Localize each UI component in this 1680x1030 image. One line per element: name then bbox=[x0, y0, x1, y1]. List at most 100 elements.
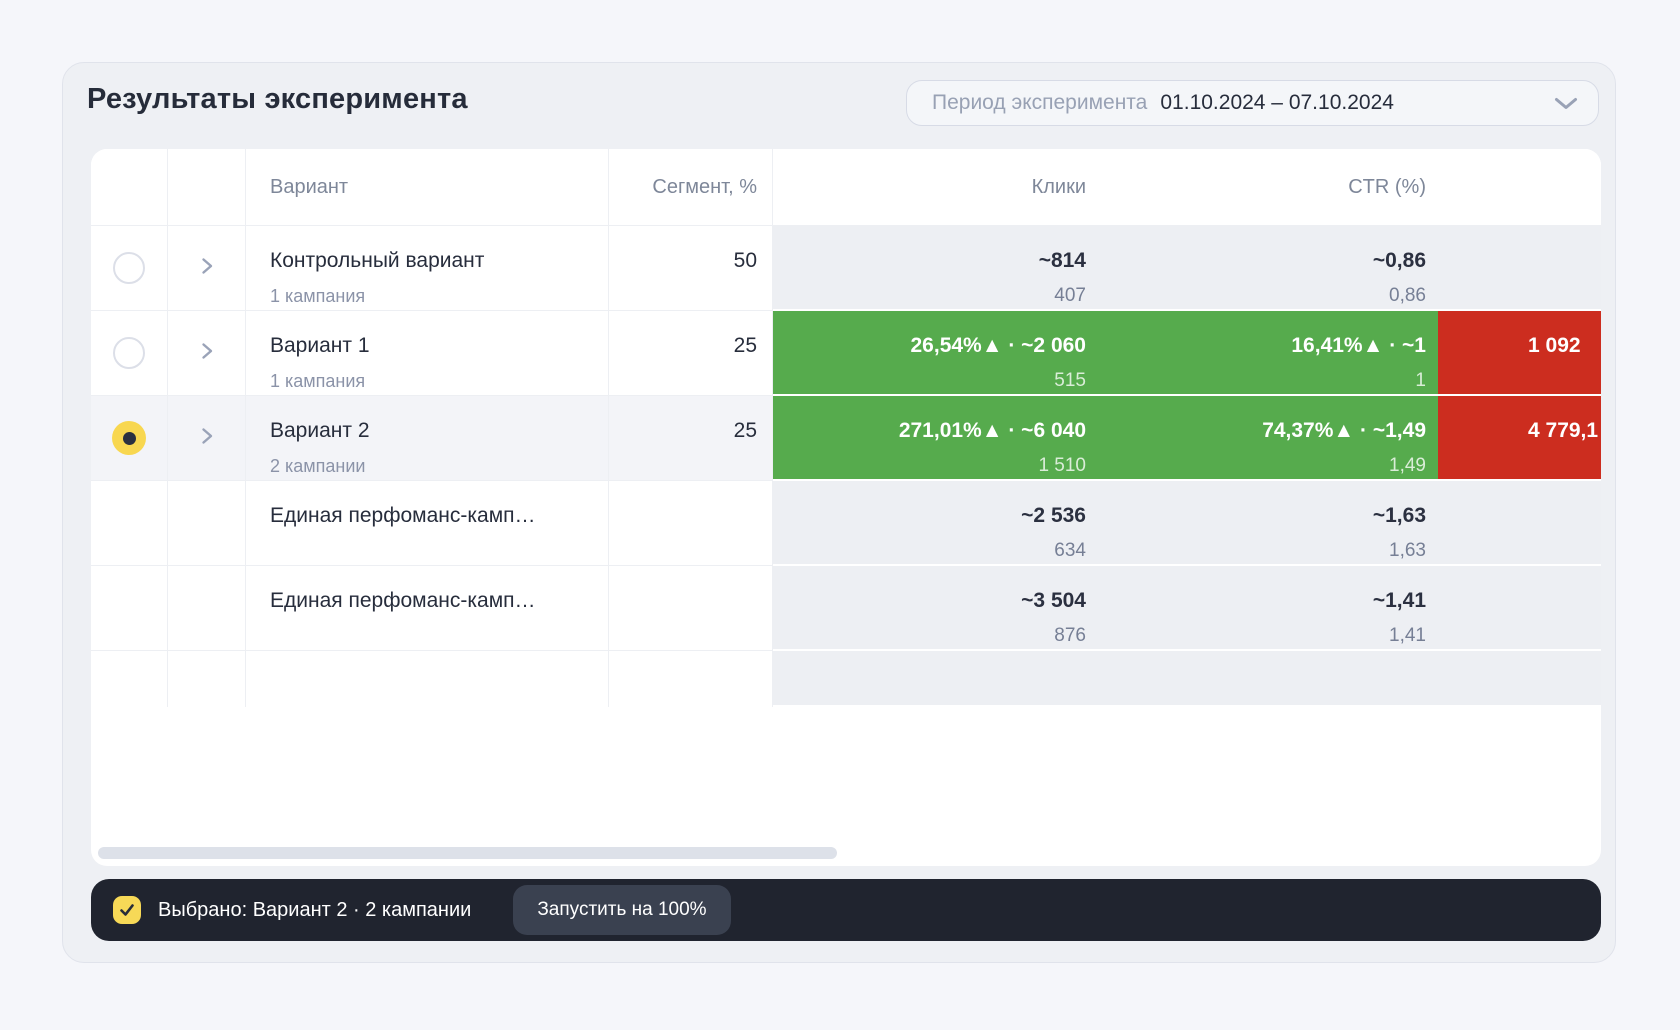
period-dropdown[interactable]: Период эксперимента 01.10.2024 – 07.10.2… bbox=[906, 80, 1599, 126]
variant-subtitle: 1 кампания bbox=[270, 371, 366, 391]
checkmark-icon bbox=[120, 904, 134, 916]
radio-button[interactable] bbox=[113, 337, 145, 369]
metric-value: 74,37%▲ · ~1,49 bbox=[1262, 419, 1426, 442]
table-row: Вариант 1 1 кампания 25 26,54%▲ · ~2 060 515… bbox=[91, 311, 1601, 396]
metric-sub-value: 1 bbox=[1415, 370, 1426, 391]
variant-cell: Вариант 1 1 кампания bbox=[246, 311, 609, 396]
expand-cell bbox=[168, 481, 246, 566]
variant-name: Вариант 1 bbox=[270, 334, 370, 357]
clicks-cell: 26,54%▲ · ~2 060 515 bbox=[773, 311, 1106, 396]
clicks-cell: ~814 407 bbox=[773, 226, 1106, 311]
chevron-right-icon[interactable] bbox=[197, 256, 217, 276]
column-header-variant: Вариант bbox=[270, 175, 349, 198]
variant-name: Контрольный вариант bbox=[270, 249, 485, 272]
segment-cell bbox=[609, 566, 773, 651]
variant-cell: Вариант 2 2 кампании bbox=[246, 396, 609, 481]
metric-value: ~814 bbox=[1038, 249, 1086, 272]
variant-cell: Единая перфоманс-камп… bbox=[246, 481, 609, 566]
column-header-segment: Сегмент, % bbox=[652, 175, 757, 198]
table-row: Единая перфоманс-камп… ~3 504 876 ~1,41 1,41 bbox=[91, 566, 1601, 651]
variant-subtitle: 1 кампания bbox=[270, 286, 366, 306]
select-cell bbox=[91, 226, 168, 311]
chevron-right-icon[interactable] bbox=[197, 341, 217, 361]
metric-value: 4 779,1 bbox=[1528, 419, 1599, 442]
ctr-cell: 74,37%▲ · ~1,49 1,49 bbox=[1106, 396, 1438, 481]
selection-summary: Выбрано: Вариант 2 · 2 кампании bbox=[158, 898, 472, 921]
select-cell bbox=[91, 566, 168, 651]
ctr-cell: ~1,63 1,63 bbox=[1106, 481, 1438, 566]
table-empty-strip bbox=[91, 651, 1601, 707]
clicks-cell: ~3 504 876 bbox=[773, 566, 1106, 651]
selected-checkbox[interactable] bbox=[113, 896, 141, 924]
cost-cell bbox=[1438, 481, 1601, 566]
campaign-name: Единая перфоманс-камп… bbox=[270, 589, 536, 612]
expand-cell bbox=[168, 566, 246, 651]
segment-value: 25 bbox=[733, 419, 757, 442]
variant-subtitle: 2 кампании bbox=[270, 456, 366, 476]
select-cell bbox=[91, 311, 168, 396]
page-title: Результаты эксперимента bbox=[87, 83, 468, 115]
expand-cell bbox=[168, 311, 246, 396]
selection-footer: Выбрано: Вариант 2 · 2 кампании Запустит… bbox=[91, 879, 1601, 941]
variant-cell: Единая перфоманс-камп… bbox=[246, 566, 609, 651]
cost-cell bbox=[1438, 566, 1601, 651]
segment-cell bbox=[609, 481, 773, 566]
table-body: Контрольный вариант 1 кампания 50 ~814 407 ~0… bbox=[91, 226, 1601, 651]
radio-selected[interactable] bbox=[112, 421, 146, 455]
launch-button[interactable]: Запустить на 100% bbox=[513, 885, 731, 935]
ctr-cell: 16,41%▲ · ~1 1 bbox=[1106, 311, 1438, 396]
metric-value: ~1,41 bbox=[1372, 589, 1426, 612]
expand-cell bbox=[168, 396, 246, 481]
cost-cell: 1 092 bbox=[1438, 311, 1601, 396]
ctr-cell: ~0,86 0,86 bbox=[1106, 226, 1438, 311]
metric-sub-value: 515 bbox=[1054, 370, 1086, 391]
horizontal-scrollbar-thumb[interactable] bbox=[98, 847, 837, 859]
metric-sub-value: 0,86 bbox=[1389, 285, 1426, 306]
segment-cell: 25 bbox=[609, 396, 773, 481]
table-row: Контрольный вариант 1 кампания 50 ~814 407 ~0… bbox=[91, 226, 1601, 311]
period-dropdown-value: 01.10.2024 – 07.10.2024 bbox=[1160, 91, 1394, 114]
clicks-cell: 271,01%▲ · ~6 040 1 510 bbox=[773, 396, 1106, 481]
metric-value: ~2 536 bbox=[1021, 504, 1086, 527]
variant-name: Вариант 2 bbox=[270, 419, 370, 442]
segment-cell: 25 bbox=[609, 311, 773, 396]
campaign-name: Единая перфоманс-камп… bbox=[270, 504, 536, 527]
chevron-down-icon bbox=[1554, 97, 1578, 110]
table-header-row: Вариант Сегмент, % Клики CTR (%) bbox=[91, 149, 1601, 226]
metric-sub-value: 407 bbox=[1054, 285, 1086, 306]
cost-cell bbox=[1438, 226, 1601, 311]
header-expand-column bbox=[168, 149, 246, 226]
metric-sub-value: 634 bbox=[1054, 540, 1086, 561]
metric-value: 16,41%▲ · ~1 bbox=[1291, 334, 1426, 357]
variant-cell: Контрольный вариант 1 кампания bbox=[246, 226, 609, 311]
segment-value: 25 bbox=[733, 334, 757, 357]
metric-value: ~0,86 bbox=[1372, 249, 1426, 272]
metric-value: 271,01%▲ · ~6 040 bbox=[898, 419, 1086, 442]
segment-value: 50 bbox=[733, 249, 757, 272]
clicks-cell: ~2 536 634 bbox=[773, 481, 1106, 566]
chevron-right-icon[interactable] bbox=[197, 426, 217, 446]
column-header-ctr: CTR (%) bbox=[1348, 175, 1426, 198]
table-row: Вариант 2 2 кампании 25 271,01%▲ · ~6 040 1 … bbox=[91, 396, 1601, 481]
metric-sub-value: 1,41 bbox=[1389, 625, 1426, 646]
metric-sub-value: 1,49 bbox=[1389, 455, 1426, 476]
column-header-cost bbox=[1438, 149, 1601, 226]
expand-cell bbox=[168, 226, 246, 311]
cost-cell: 4 779,1 bbox=[1438, 396, 1601, 481]
period-dropdown-label: Период эксперимента bbox=[932, 91, 1148, 114]
column-header-clicks: Клики bbox=[1031, 175, 1086, 198]
select-cell bbox=[91, 481, 168, 566]
table-row: Единая перфоманс-камп… ~2 536 634 ~1,63 1,63 bbox=[91, 481, 1601, 566]
ctr-cell: ~1,41 1,41 bbox=[1106, 566, 1438, 651]
radio-button[interactable] bbox=[113, 252, 145, 284]
metric-sub-value: 1,63 bbox=[1389, 540, 1426, 561]
metric-sub-value: 1 510 bbox=[1038, 455, 1086, 476]
metric-value: ~1,63 bbox=[1372, 504, 1426, 527]
segment-cell: 50 bbox=[609, 226, 773, 311]
experiment-results-card: Результаты эксперимента Период экспериме… bbox=[62, 62, 1616, 963]
select-cell bbox=[91, 396, 168, 481]
results-table: Вариант Сегмент, % Клики CTR (%) Контрол… bbox=[91, 149, 1601, 866]
header-select-column bbox=[91, 149, 168, 226]
metric-value: 1 092 bbox=[1528, 334, 1581, 357]
metric-value: 26,54%▲ · ~2 060 bbox=[910, 334, 1087, 357]
